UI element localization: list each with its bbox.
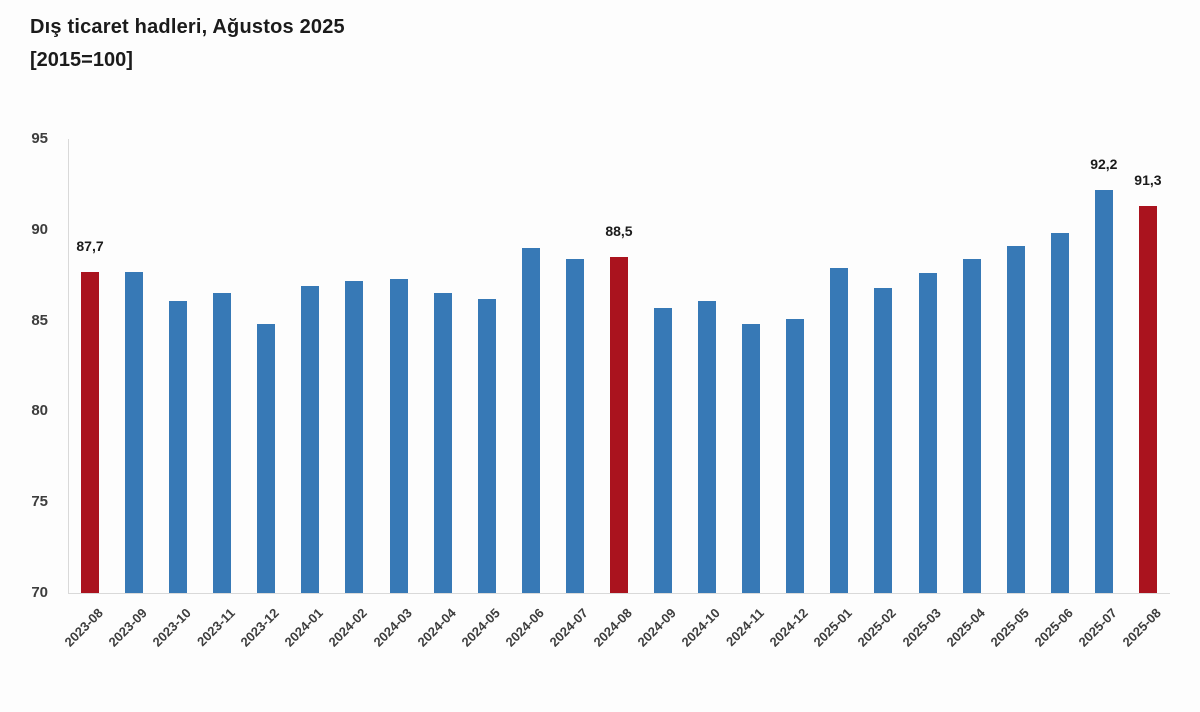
x-axis-tick-label-2024-04: 2024-04	[414, 605, 459, 650]
bar-2025-08	[1138, 206, 1157, 593]
x-axis-tick-label-2024-02: 2024-02	[326, 605, 371, 650]
x-axis-tick-label-2024-01: 2024-01	[281, 605, 327, 650]
x-axis-tick-label-2025-06: 2025-06	[1031, 605, 1076, 650]
bar-2023-11	[213, 293, 232, 593]
bar-2023-10	[169, 300, 188, 593]
bar-2024-09	[654, 307, 673, 593]
bar-2025-06	[1050, 233, 1069, 593]
bar-2025-05	[1006, 246, 1025, 593]
bar-value-label-2024-08: 88,5	[605, 223, 633, 240]
bar-2025-07	[1094, 189, 1113, 593]
x-axis-tick-label-2025-02: 2025-02	[854, 605, 900, 650]
x-axis-tick-label-2025-04: 2025-04	[943, 605, 988, 650]
bar-2023-08	[81, 271, 99, 593]
bar-2025-03	[918, 273, 937, 593]
bar-2023-12	[257, 324, 276, 593]
x-axis-tick-label-2024-12: 2024-12	[766, 605, 812, 650]
chart-subtitle: [2015=100]	[30, 49, 133, 71]
y-axis-tick-label: 90	[31, 220, 48, 238]
x-axis-tick-label-2023-08: 2023-08	[61, 605, 106, 650]
y-axis-line	[68, 139, 69, 593]
x-axis-tick-label-2025-03: 2025-03	[899, 605, 944, 650]
bar-2024-10	[698, 300, 717, 593]
y-axis-tick-label: 75	[31, 493, 48, 511]
x-axis-tick-label-2023-10: 2023-10	[149, 605, 195, 650]
bar-2024-05	[477, 298, 496, 593]
x-axis-tick-label-2023-11: 2023-11	[194, 605, 239, 650]
bar-2024-03	[389, 278, 408, 593]
x-axis-tick-label-2024-10: 2024-10	[678, 605, 724, 650]
bar-2024-07	[565, 258, 584, 593]
chart-title: Dış ticaret hadleri, Ağustos 2025	[30, 16, 345, 38]
x-axis-tick-label-2024-06: 2024-06	[502, 605, 547, 650]
x-axis-tick-label-2023-12: 2023-12	[237, 605, 283, 650]
y-axis-tick-label: 80	[31, 402, 48, 420]
x-axis-tick-label-2024-11: 2024-11	[723, 605, 768, 650]
x-axis-tick-label-2023-09: 2023-09	[105, 605, 150, 650]
x-axis-tick-label-2024-09: 2024-09	[634, 605, 679, 650]
bar-2024-11	[742, 324, 761, 593]
y-axis-tick-label: 95	[31, 130, 48, 147]
bar-value-label-2025-07: 92,2	[1090, 155, 1118, 172]
y-axis-tick-label: 85	[31, 311, 48, 329]
x-axis-tick-label-2024-03: 2024-03	[370, 605, 415, 650]
bar-2024-06	[521, 247, 540, 593]
bar-2025-01	[830, 267, 849, 593]
x-axis-tick-label-2024-07: 2024-07	[546, 605, 591, 650]
x-axis-tick-label-2024-08: 2024-08	[590, 605, 635, 650]
x-axis-tick-label-2025-07: 2025-07	[1075, 605, 1120, 650]
x-axis-tick-label-2025-08: 2025-08	[1119, 605, 1164, 650]
bar-2024-12	[786, 318, 805, 593]
y-axis-tick-label: 70	[31, 584, 48, 601]
x-axis-tick-label-2025-05: 2025-05	[987, 605, 1032, 650]
x-axis-line	[68, 593, 1170, 594]
bar-2023-09	[125, 271, 144, 593]
bar-value-label-2025-08: 91,3	[1134, 172, 1162, 189]
bar-2024-02	[345, 280, 364, 593]
bar-2024-08	[609, 257, 628, 593]
bar-2025-04	[962, 258, 981, 593]
bar-2024-04	[433, 293, 452, 593]
bar-2024-01	[301, 286, 320, 593]
x-axis-tick-label-2025-01: 2025-01	[810, 605, 856, 650]
bar-2025-02	[874, 287, 893, 593]
bar-value-label-2023-08: 87,7	[76, 237, 104, 254]
x-axis-tick-label-2024-05: 2024-05	[458, 605, 503, 650]
